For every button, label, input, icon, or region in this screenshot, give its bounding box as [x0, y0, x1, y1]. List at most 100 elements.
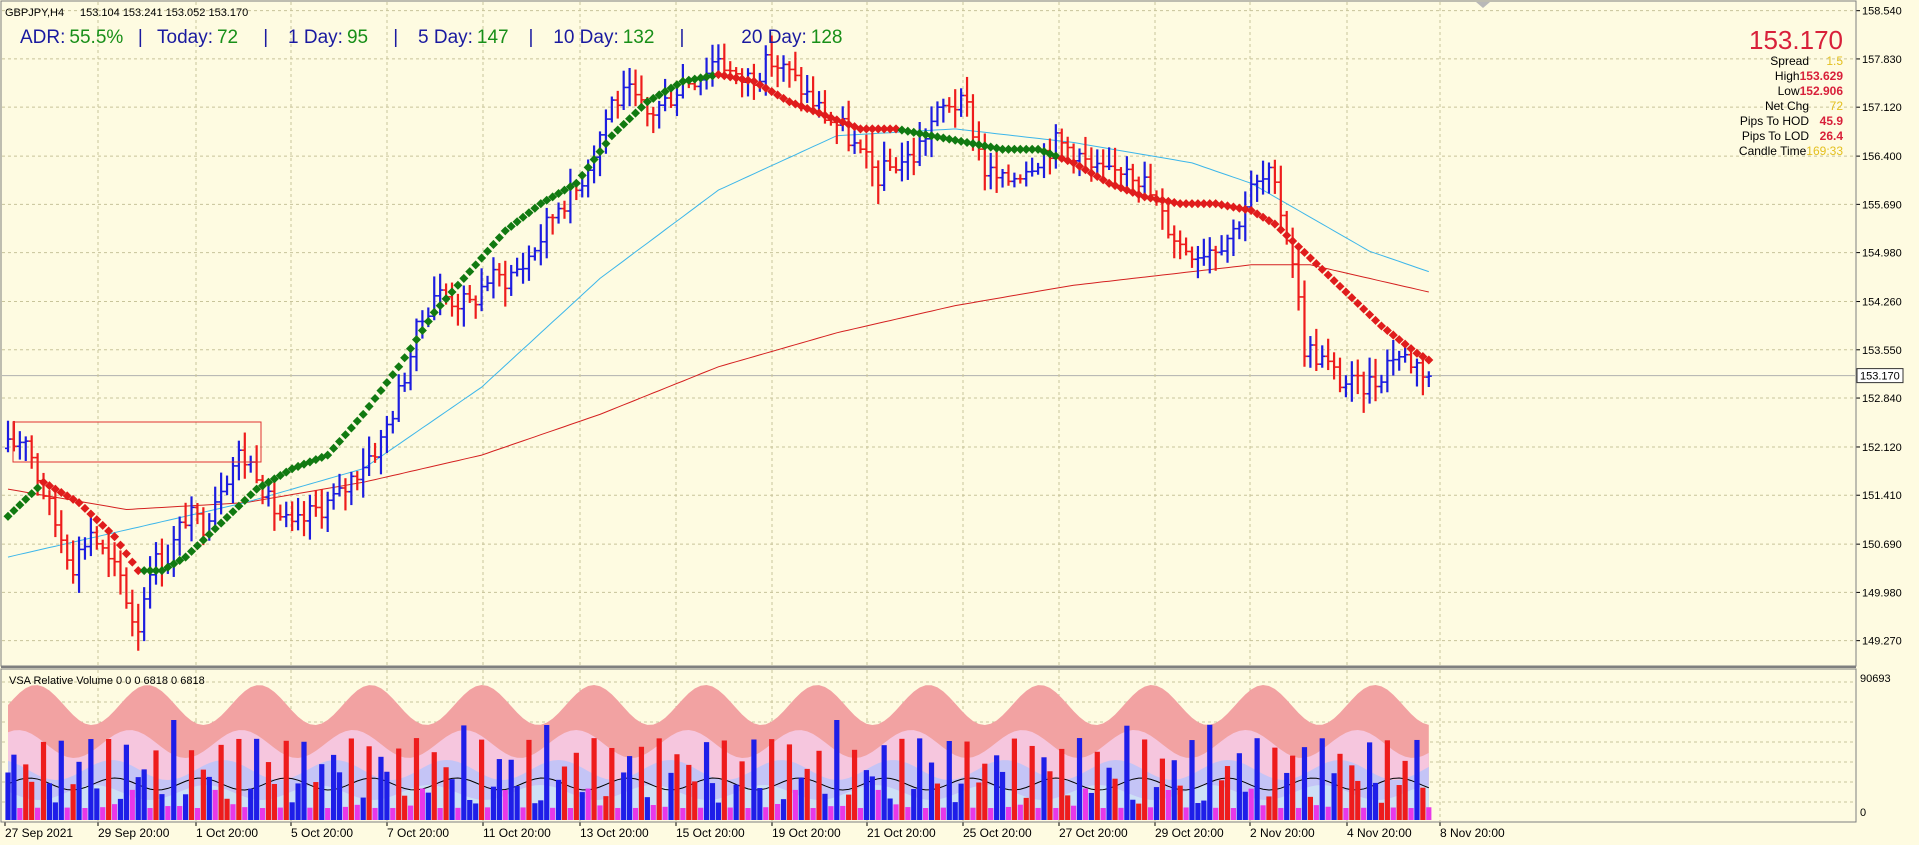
volume-bar	[1130, 799, 1136, 820]
price-tick-label: 152.840	[1862, 393, 1902, 405]
ohlc-bar	[946, 97, 953, 113]
volume-bar	[739, 761, 745, 820]
volume-bar	[396, 748, 402, 820]
date-tick-label: 15 Oct 20:00	[676, 826, 745, 840]
ohlc-bar	[514, 257, 521, 277]
trail-dot	[1305, 253, 1315, 263]
volume-bar	[573, 752, 579, 820]
volume-bar	[727, 807, 733, 820]
volume-bar	[976, 782, 982, 820]
volume-bar	[1378, 802, 1385, 820]
volume-bar	[425, 792, 431, 820]
volume-bar	[325, 807, 331, 820]
adr-stats-bar: ADR: 55.5% | Today: 72 | 1 Day: 95 | 5 Day:…	[20, 27, 843, 48]
volume-bar	[289, 802, 295, 820]
ohlc-bar	[1230, 219, 1237, 257]
volume-bar	[934, 783, 941, 820]
ohlc-bar	[525, 245, 532, 281]
ohlc-bar	[312, 489, 319, 517]
day10-label: 10 Day:	[553, 27, 619, 48]
date-tick-label: 4 Nov 20:00	[1347, 826, 1412, 840]
ohlc-bar	[555, 202, 562, 224]
volume-bar	[479, 739, 485, 820]
price-tick-label: 152.120	[1862, 442, 1902, 454]
volume-bar	[680, 807, 686, 820]
ohlc-bar	[549, 214, 556, 235]
ohlc-bar	[1301, 280, 1308, 367]
scroll-marker-icon[interactable]	[1476, 2, 1490, 8]
volume-bar	[1177, 785, 1183, 820]
ohlc-bar	[330, 483, 337, 510]
volume-bar	[307, 807, 313, 820]
ohlc-bar	[668, 90, 675, 108]
price-axis: 158.540 157.830 157.120 156.400 155.690 154.9…	[1856, 6, 1904, 648]
volume-bar	[638, 746, 645, 820]
ohlc-bar	[904, 141, 911, 180]
volume-bar	[141, 769, 147, 820]
info-row: Low152.906	[1739, 84, 1843, 99]
volume-bar	[366, 746, 372, 820]
volume-bar	[1106, 767, 1112, 820]
volume-bar	[1284, 772, 1290, 820]
volume-bar	[1248, 788, 1254, 820]
volume-bar	[1355, 780, 1361, 820]
volume-bar	[295, 783, 301, 820]
price-tick-label: 156.400	[1862, 151, 1902, 163]
ohlc-bar	[673, 84, 680, 117]
volume-bar	[555, 779, 562, 820]
volume-bar	[1112, 778, 1118, 820]
volume-bar	[763, 807, 769, 820]
day1-label: 1 Day:	[288, 27, 343, 48]
volume-bar	[360, 797, 366, 820]
date-tick-label: 21 Oct 20:00	[867, 826, 936, 840]
ohlc-bar	[1260, 160, 1267, 195]
date-axis: 27 Sep 2021 29 Sep 20:00 1 Oct 20:00 5 Oct …	[4, 822, 1505, 840]
ohlc-bar	[93, 526, 100, 550]
volume-bar	[692, 781, 698, 820]
volume-bar	[206, 776, 212, 820]
ohlc-bar	[1171, 225, 1178, 259]
volume-bar	[1165, 790, 1171, 820]
volume-bar	[532, 803, 538, 820]
volume-bar	[301, 741, 307, 820]
ohlc-bar	[277, 504, 284, 521]
ohlc-bar	[1342, 375, 1349, 398]
trail-dot	[192, 541, 202, 551]
volume-bar	[194, 807, 201, 820]
volume-bar	[846, 794, 852, 820]
volume-bar	[188, 750, 195, 820]
volume-bar	[597, 805, 603, 820]
volume-bar	[1390, 807, 1396, 820]
ohlc-bar	[224, 475, 231, 496]
volume-bar	[490, 786, 497, 820]
volume-bar	[1171, 760, 1177, 820]
ohlc-bar	[1029, 157, 1036, 177]
volume-bar	[881, 745, 887, 820]
ohlc-bar	[502, 260, 509, 307]
volume-bar	[1201, 800, 1207, 820]
ohlc-bar	[105, 531, 112, 578]
info-value: 45.9	[1819, 114, 1843, 128]
trail-dot	[127, 557, 137, 567]
ohlc-bar	[1354, 359, 1361, 395]
ohlc-bar	[626, 68, 633, 107]
volume-bar	[236, 738, 242, 820]
volume-bar	[840, 805, 846, 820]
volume-bar	[1230, 807, 1237, 820]
ohlc-bar	[176, 516, 183, 556]
volume-bar	[703, 742, 710, 820]
volume-bar	[1301, 747, 1308, 820]
info-label: Pips To HOD	[1739, 114, 1809, 128]
ohlc-bar	[1100, 149, 1107, 181]
volume-bar	[810, 807, 816, 820]
info-row: Pips To LOD 26.4	[1739, 129, 1843, 144]
volume-bar	[5, 772, 11, 820]
trail-dot	[559, 185, 570, 195]
ohlc-bar	[887, 148, 894, 171]
ohlc-bar	[999, 168, 1006, 188]
ohlc-bar	[508, 264, 515, 296]
volume-bar	[1047, 771, 1053, 820]
volume-bar	[615, 807, 621, 820]
price-tick-label: 154.980	[1862, 248, 1902, 260]
